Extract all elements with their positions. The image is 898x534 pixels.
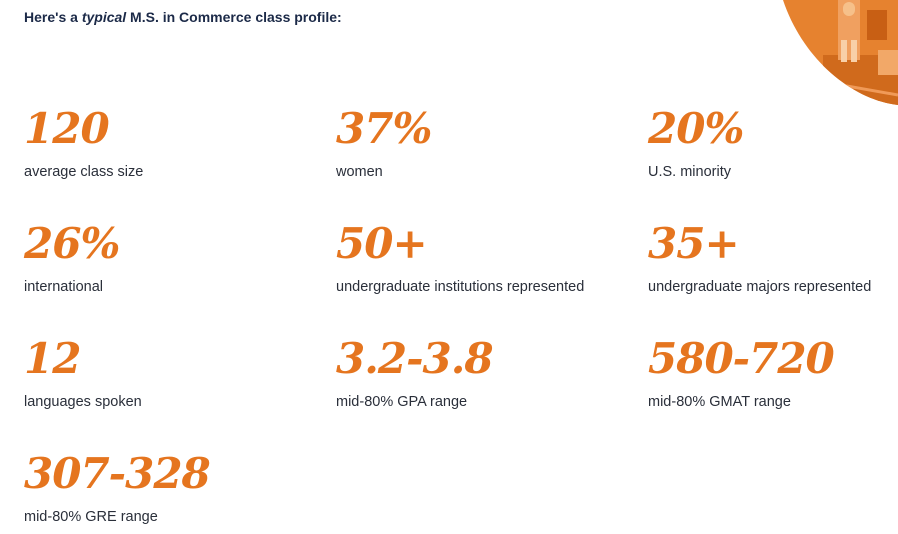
stat-institutions: 50+ undergraduate institutions represent… bbox=[336, 219, 585, 296]
stat-label: languages spoken bbox=[24, 394, 142, 410]
stat-value: 35+ bbox=[648, 219, 740, 268]
intro-prefix: Here's a bbox=[24, 9, 82, 25]
stat-gpa-range: 3.2-3.8 mid-80% GPA range bbox=[336, 334, 494, 411]
stat-label: undergraduate majors represented bbox=[648, 279, 872, 295]
decorative-photo-image bbox=[783, 0, 898, 105]
stat-women: 37% women bbox=[336, 104, 432, 181]
stat-international: 26% international bbox=[24, 219, 120, 296]
stat-value: 50+ bbox=[336, 219, 428, 268]
stat-label: mid-80% GPA range bbox=[336, 394, 468, 410]
intro-emphasis: typical bbox=[81, 9, 127, 25]
stat-label: international bbox=[24, 279, 103, 295]
stat-value: 580-720 bbox=[648, 334, 835, 383]
stat-gmat-range: 580-720 mid-80% GMAT range bbox=[648, 334, 835, 411]
stat-label: mid-80% GRE range bbox=[24, 509, 158, 525]
stat-value: 120 bbox=[24, 104, 110, 153]
stat-label: U.S. minority bbox=[648, 164, 731, 180]
stat-label: women bbox=[336, 164, 383, 180]
stat-majors: 35+ undergraduate majors represented bbox=[648, 219, 872, 296]
stat-value: 307-328 bbox=[24, 449, 211, 498]
stat-value: 37% bbox=[336, 104, 432, 153]
stat-value: 20% bbox=[648, 104, 744, 153]
stat-us-minority: 20% U.S. minority bbox=[648, 104, 744, 181]
intro-heading: Here's a typical M.S. in Commerce class … bbox=[24, 9, 342, 25]
stat-value: 3.2-3.8 bbox=[336, 334, 494, 383]
stat-label: average class size bbox=[24, 164, 144, 180]
stat-gre-range: 307-328 mid-80% GRE range bbox=[24, 449, 211, 526]
stat-languages: 12 languages spoken bbox=[24, 334, 142, 411]
stat-value: 12 bbox=[24, 334, 81, 383]
stat-label: mid-80% GMAT range bbox=[648, 394, 791, 410]
stat-value: 26% bbox=[24, 219, 120, 268]
intro-suffix: M.S. in Commerce class profile: bbox=[126, 9, 342, 25]
stat-label: undergraduate institutions represented bbox=[336, 279, 585, 295]
stat-class-size: 120 average class size bbox=[24, 104, 144, 181]
